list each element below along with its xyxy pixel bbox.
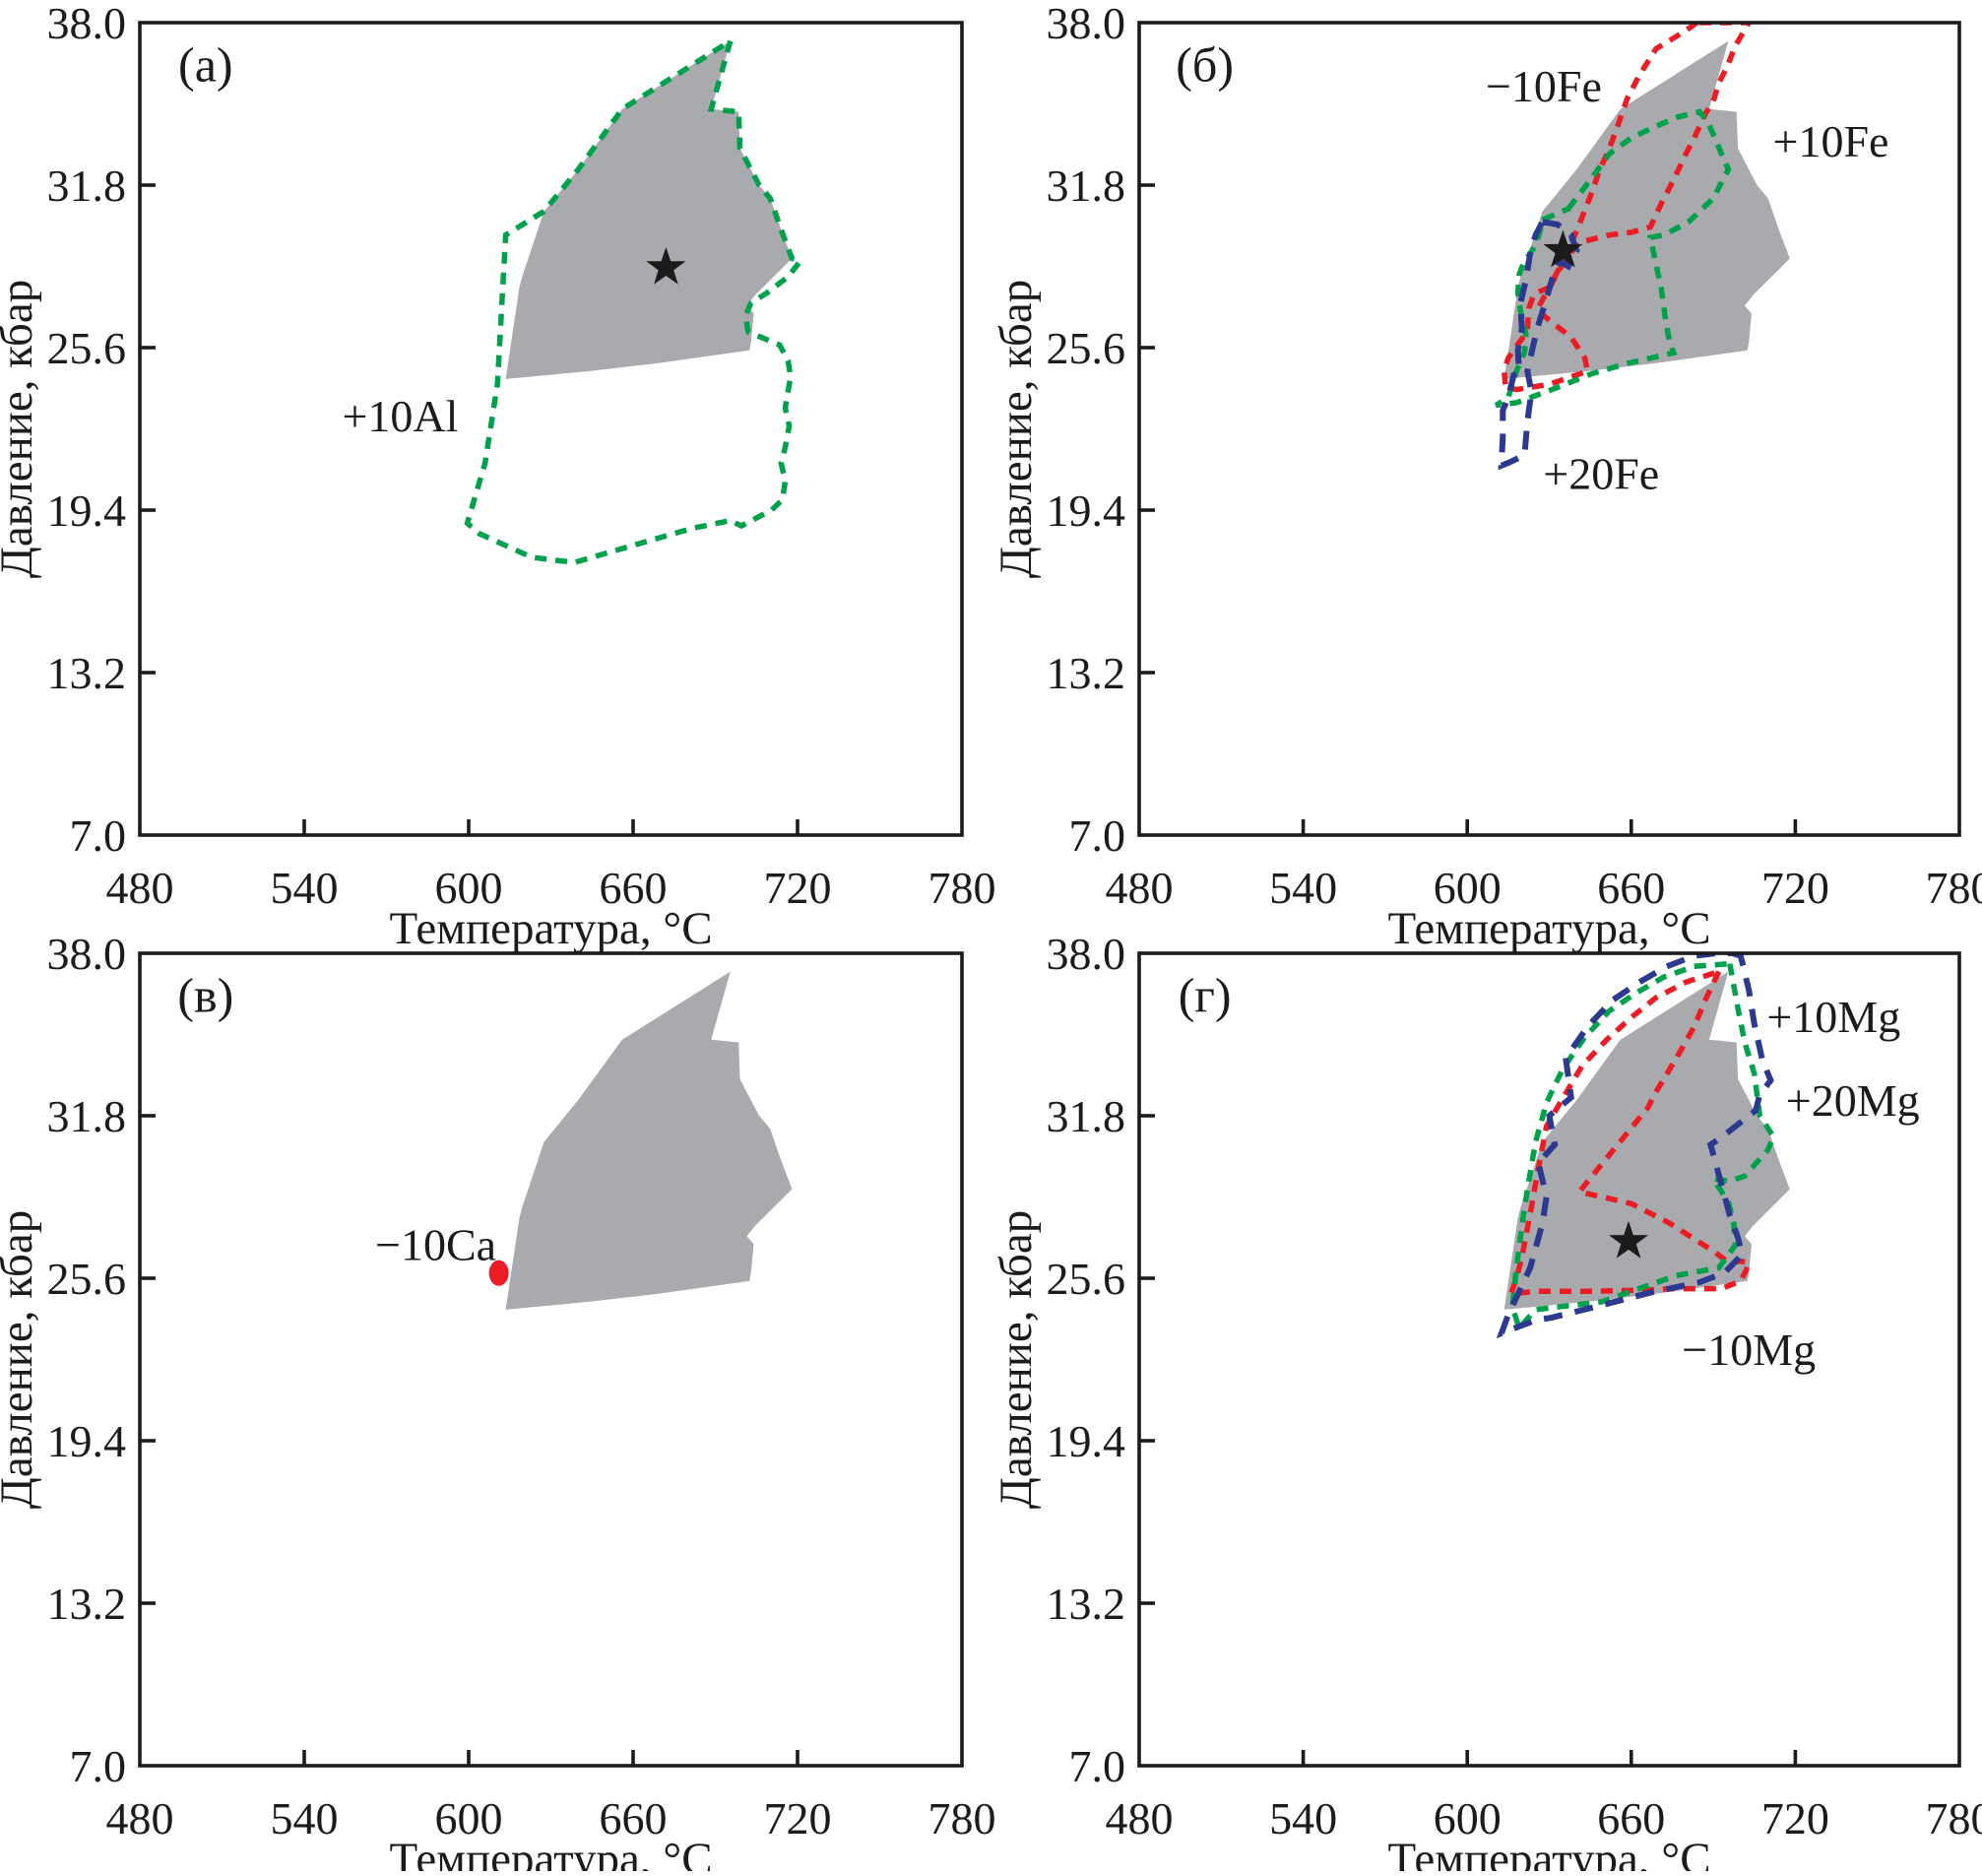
y-tick-label: 38.0 [1047,929,1126,979]
y-tick-label: 19.4 [1047,1416,1126,1466]
y-tick-label: 38.0 [47,0,127,48]
panel-v-label-−10Ca: −10Ca [375,1219,496,1269]
panel-letter-v: (в) [177,968,233,1023]
x-axis-title: Температура, °C [389,1834,712,1871]
y-tick-label: 19.4 [47,1416,127,1466]
y-tick-label: 7.0 [70,1741,127,1791]
panel-b-label-−10Fe: −10Fe [1486,61,1602,111]
panel-letter-a: (а) [178,37,233,93]
panel-b-label-+10Fe: +10Fe [1773,116,1889,166]
panel-g-label-+20Mg: +20Mg [1786,1075,1920,1126]
panel-a-label-+10Al: +10Al [342,391,458,441]
y-tick-label: 25.6 [1047,1254,1126,1304]
panel-v-dot-marker [489,1261,509,1286]
x-tick-label: 720 [1761,863,1829,913]
y-tick-label: 25.6 [1047,323,1126,373]
y-tick-label: 31.8 [1047,1091,1126,1141]
y-tick-label: 31.8 [47,1091,127,1141]
x-tick-label: 780 [928,863,996,913]
x-tick-label: 480 [106,863,174,913]
x-tick-label: 540 [1269,1793,1337,1844]
x-tick-label: 780 [928,1793,996,1844]
y-tick-label: 19.4 [47,485,127,536]
x-tick-label: 540 [271,863,339,913]
panel-g-label-−10Mg: −10Mg [1682,1325,1816,1375]
x-tick-label: 480 [106,1793,174,1844]
y-tick-label: 19.4 [1047,485,1126,536]
y-tick-label: 7.0 [70,810,127,861]
x-axis-title: Температура, °C [389,903,712,954]
x-tick-label: 780 [1926,1793,1982,1844]
x-tick-label: 480 [1106,863,1174,913]
y-axis-title: Давление, кбар [0,280,42,578]
x-tick-label: 780 [1926,863,1982,913]
y-tick-label: 38.0 [1047,0,1126,48]
x-tick-label: 480 [1106,1793,1174,1844]
y-tick-label: 31.8 [47,161,127,211]
y-tick-label: 31.8 [1047,161,1126,211]
panel-letter-g: (г) [1179,968,1232,1023]
y-tick-label: 13.2 [47,1579,127,1629]
panel-g-label-+10Mg: +10Mg [1766,992,1900,1042]
y-tick-label: 13.2 [47,648,127,698]
y-tick-label: 13.2 [1047,648,1126,698]
x-tick-label: 540 [1269,863,1337,913]
x-tick-label: 720 [764,863,832,913]
x-tick-label: 720 [764,1793,832,1844]
panel-b-label-+20Fe: +20Fe [1543,449,1659,499]
y-tick-label: 25.6 [47,1254,127,1304]
x-axis-title: Температура, °C [1387,903,1710,954]
y-tick-label: 7.0 [1069,810,1126,861]
x-axis-title: Температура, °C [1387,1834,1710,1871]
y-tick-label: 13.2 [1047,1579,1126,1629]
x-tick-label: 540 [271,1793,339,1844]
y-tick-label: 38.0 [47,929,127,979]
y-axis-title: Давление, кбар [991,1210,1042,1509]
y-axis-title: Давление, кбар [0,1210,42,1509]
y-axis-title: Давление, кбар [991,280,1042,578]
y-tick-label: 7.0 [1069,1741,1126,1791]
y-tick-label: 25.6 [47,323,127,373]
x-tick-label: 720 [1761,1793,1829,1844]
panel-letter-b: (б) [1176,37,1234,93]
